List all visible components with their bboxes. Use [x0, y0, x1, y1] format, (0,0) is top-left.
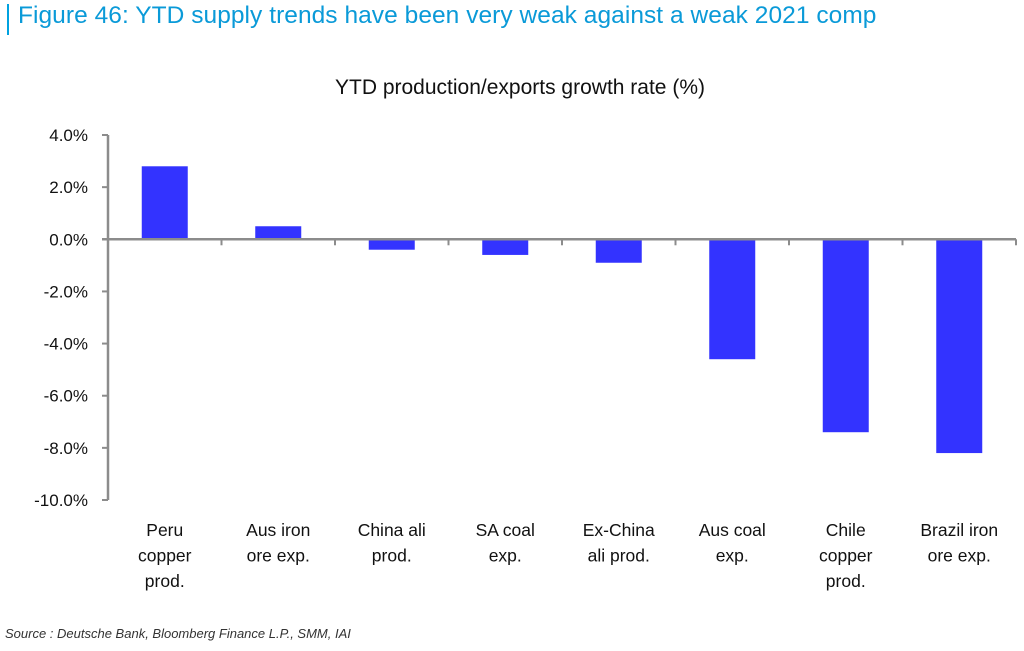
axes-group [102, 134, 1017, 501]
x-category-labels: Peru copper prod. Aus iron ore exp. China ali… [138, 520, 998, 591]
bar [368, 239, 415, 250]
y-tick-label: 4.0% [49, 126, 88, 145]
figure-accent-bar [7, 4, 9, 35]
x-category-label: Ex-China ali prod. [583, 520, 655, 566]
y-tick-label: -2.0% [44, 282, 88, 301]
y-tick-label: 0.0% [49, 230, 88, 249]
y-tick-label: -6.0% [44, 387, 88, 406]
x-category-label: SA coal exp. [476, 520, 535, 566]
bar [595, 239, 642, 263]
bar [936, 239, 983, 454]
x-category-label: Aus coal exp. [699, 520, 766, 566]
y-tick-label: -10.0% [34, 491, 88, 510]
x-category-label: Chile copper prod. [819, 520, 873, 591]
bar [822, 239, 869, 433]
x-category-label: Brazil iron ore exp. [920, 520, 998, 566]
y-tick-labels: 4.0% 2.0% 0.0% -2.0% -4.0% -6.0% -8.0% -10.0% [34, 126, 88, 510]
y-tick-label: -8.0% [44, 439, 88, 458]
y-tick-label: 2.0% [49, 178, 88, 197]
chart-title: YTD production/exports growth rate (%) [335, 76, 705, 99]
source-note: Source : Deutsche Bank, Bloomberg Financ… [5, 626, 351, 641]
bar [709, 239, 756, 360]
bar [482, 239, 529, 255]
figure-title: Figure 46: YTD supply trends have been v… [18, 2, 877, 29]
bars-group [141, 166, 983, 454]
bar [141, 166, 188, 240]
y-tick-label: -4.0% [44, 335, 88, 354]
bar [255, 226, 302, 240]
x-category-label: Peru copper prod. [138, 520, 192, 591]
x-category-label: Aus iron ore exp. [246, 520, 310, 566]
x-category-label: China ali prod. [358, 520, 426, 566]
